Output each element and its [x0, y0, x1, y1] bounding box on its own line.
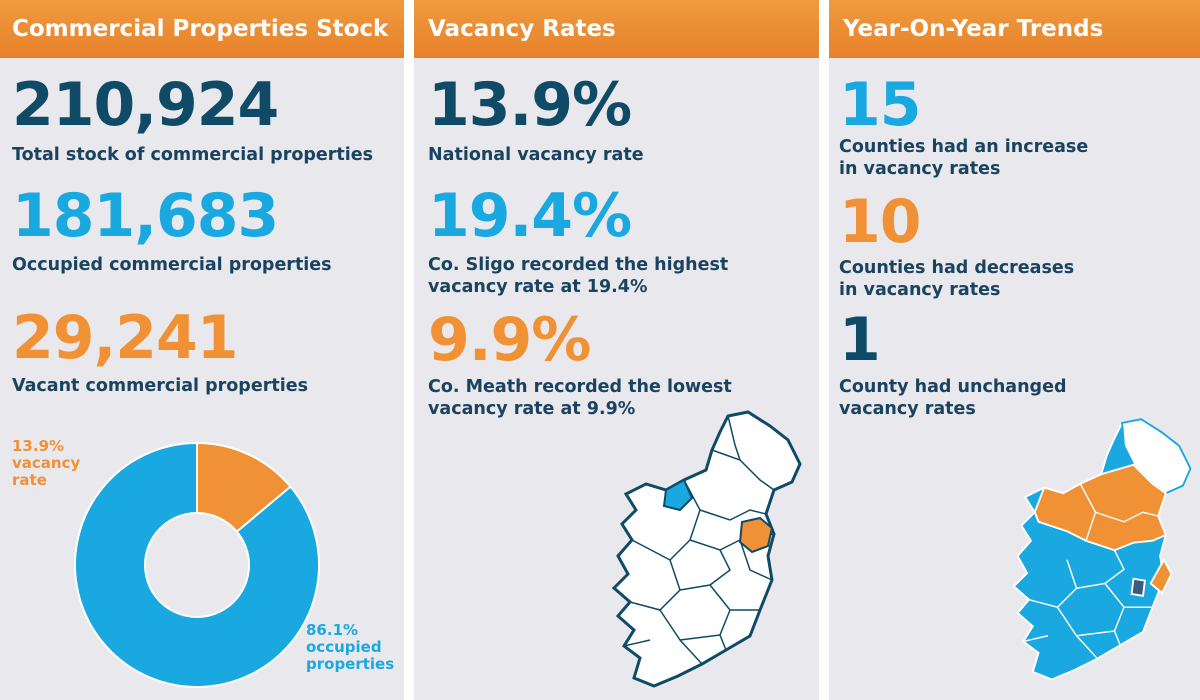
highest-rate-value: 19.4% — [428, 181, 632, 251]
decrease-label: Counties had decreases in vacancy rates — [839, 258, 1075, 300]
total-stock-label: Total stock of commercial properties — [12, 145, 374, 165]
county-borders — [1023, 483, 1159, 660]
increase-label: Counties had an increase in vacancy rate… — [839, 137, 1089, 179]
occupied-value: 181,683 — [12, 181, 279, 251]
panel-title: Year-On-Year Trends — [829, 0, 1200, 58]
county-borders — [623, 415, 775, 665]
national-rate-label: National vacancy rate — [428, 145, 644, 165]
northern-ireland-region — [1121, 418, 1192, 495]
donut-occupied-label: 86.1% occupied properties — [306, 621, 395, 673]
donut-vacant-label: 13.9% vacancy rate — [12, 437, 81, 489]
unchanged-region — [1130, 577, 1146, 597]
lowest-rate-value: 9.9% — [428, 305, 591, 375]
highest-rate-label: Co. Sligo recorded the highest vacancy r… — [428, 255, 729, 297]
vacant-value: 29,241 — [12, 303, 239, 373]
panel-title: Vacancy Rates — [414, 0, 819, 58]
panel-yoy-trends: Year-On-Year Trends 15 Counties had an i… — [829, 0, 1200, 700]
panel-commercial-stock: Commercial Properties Stock 210,924 Tota… — [0, 0, 404, 700]
ireland-vacancy-map — [611, 410, 802, 688]
increase-count: 15 — [839, 70, 921, 140]
ireland-trends-map — [1012, 418, 1192, 681]
decrease-count: 10 — [839, 187, 921, 257]
vacant-label: Vacant commercial properties — [12, 376, 308, 396]
national-rate-value: 13.9% — [428, 70, 632, 140]
sligo-region — [662, 478, 694, 512]
vacancy-donut-chart — [74, 441, 320, 688]
decrease-region — [1033, 463, 1168, 552]
panel-title: Commercial Properties Stock — [0, 0, 404, 58]
decrease-region-south — [1149, 557, 1173, 595]
meath-region — [738, 516, 774, 554]
unchanged-label: County had unchanged vacancy rates — [839, 377, 1067, 419]
total-stock-value: 210,924 — [12, 70, 279, 140]
panel-vacancy-rates: Vacancy Rates 13.9% National vacancy rat… — [414, 0, 819, 700]
ireland-outline — [611, 410, 802, 688]
donut-slice-occupied — [74, 441, 320, 688]
lowest-rate-label: Co. Meath recorded the lowest vacancy ra… — [428, 377, 732, 419]
unchanged-count: 1 — [839, 305, 881, 375]
occupied-label: Occupied commercial properties — [12, 255, 332, 275]
